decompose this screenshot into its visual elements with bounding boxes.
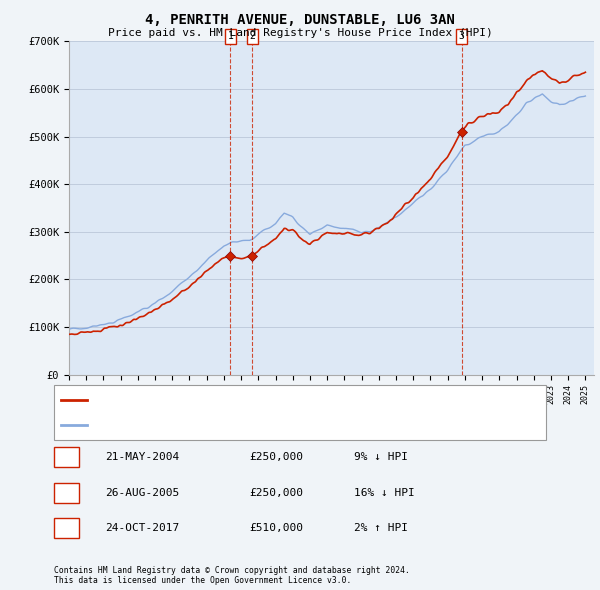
Text: 3: 3: [458, 31, 464, 41]
Text: 21-MAY-2004: 21-MAY-2004: [105, 453, 179, 462]
Text: 24-OCT-2017: 24-OCT-2017: [105, 523, 179, 533]
Text: 1: 1: [227, 31, 233, 41]
Text: £250,000: £250,000: [249, 453, 303, 462]
Text: 3: 3: [63, 523, 70, 533]
Text: 2% ↑ HPI: 2% ↑ HPI: [354, 523, 408, 533]
Text: HPI: Average price, detached house, Central Bedfordshire: HPI: Average price, detached house, Cent…: [93, 420, 422, 430]
Text: 26-AUG-2005: 26-AUG-2005: [105, 488, 179, 497]
Text: Price paid vs. HM Land Registry's House Price Index (HPI): Price paid vs. HM Land Registry's House …: [107, 28, 493, 38]
Text: 16% ↓ HPI: 16% ↓ HPI: [354, 488, 415, 497]
Text: This data is licensed under the Open Government Licence v3.0.: This data is licensed under the Open Gov…: [54, 576, 352, 585]
Text: 4, PENRITH AVENUE, DUNSTABLE, LU6 3AN (detached house): 4, PENRITH AVENUE, DUNSTABLE, LU6 3AN (d…: [93, 395, 410, 405]
Text: 2: 2: [63, 488, 70, 497]
Text: 1: 1: [63, 453, 70, 462]
Text: 4, PENRITH AVENUE, DUNSTABLE, LU6 3AN: 4, PENRITH AVENUE, DUNSTABLE, LU6 3AN: [145, 13, 455, 27]
Text: 2: 2: [250, 31, 255, 41]
Text: £250,000: £250,000: [249, 488, 303, 497]
Text: Contains HM Land Registry data © Crown copyright and database right 2024.: Contains HM Land Registry data © Crown c…: [54, 566, 410, 575]
Text: £510,000: £510,000: [249, 523, 303, 533]
Text: 9% ↓ HPI: 9% ↓ HPI: [354, 453, 408, 462]
